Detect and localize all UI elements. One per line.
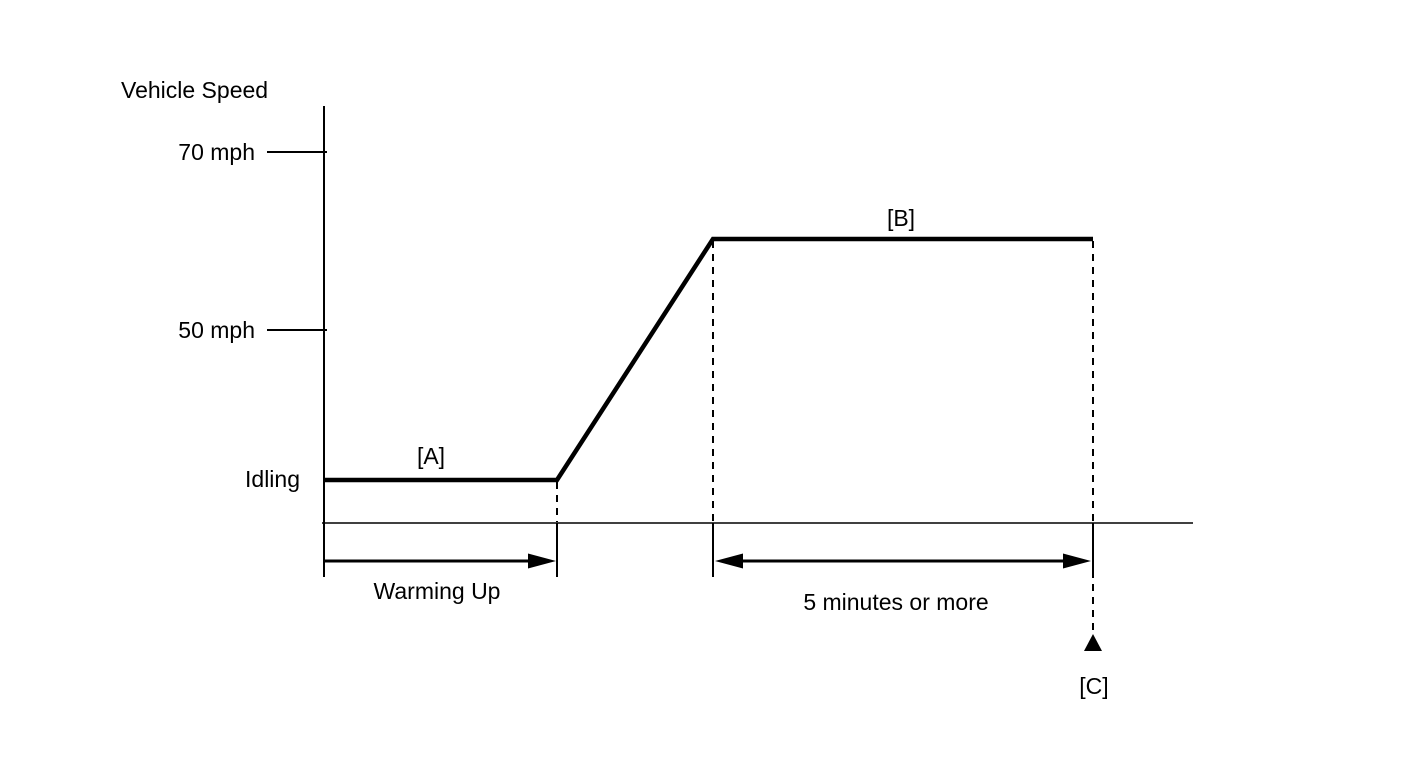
y-tick-label-50mph: 50 mph: [178, 317, 255, 343]
cruise-duration-interval: 5 minutes or more: [712, 523, 1091, 615]
speed-curve: [324, 236, 1093, 483]
y-tick-label-70mph: 70 mph: [178, 139, 255, 165]
cruise-duration-label: 5 minutes or more: [803, 589, 988, 615]
c-end-marker: [C]: [1079, 523, 1109, 699]
segment-label-b: [B]: [887, 205, 915, 231]
cruise-arrowhead-left-icon: [715, 553, 743, 569]
axes: [267, 106, 1193, 577]
warming-up-arrowhead-right-icon: [528, 553, 556, 569]
y-axis-title: Vehicle Speed: [121, 77, 268, 103]
cruise-arrowhead-right-icon: [1063, 553, 1091, 569]
warming-up-interval: Warming Up: [324, 523, 558, 604]
segment-label-a: [A]: [417, 443, 445, 469]
warming-up-label: Warming Up: [374, 578, 501, 604]
y-tick-label-idling: Idling: [245, 466, 300, 492]
segment-label-c: [C]: [1079, 673, 1108, 699]
c-marker-triangle-up-icon: [1084, 634, 1102, 651]
dashed-guides: [556, 241, 1094, 522]
